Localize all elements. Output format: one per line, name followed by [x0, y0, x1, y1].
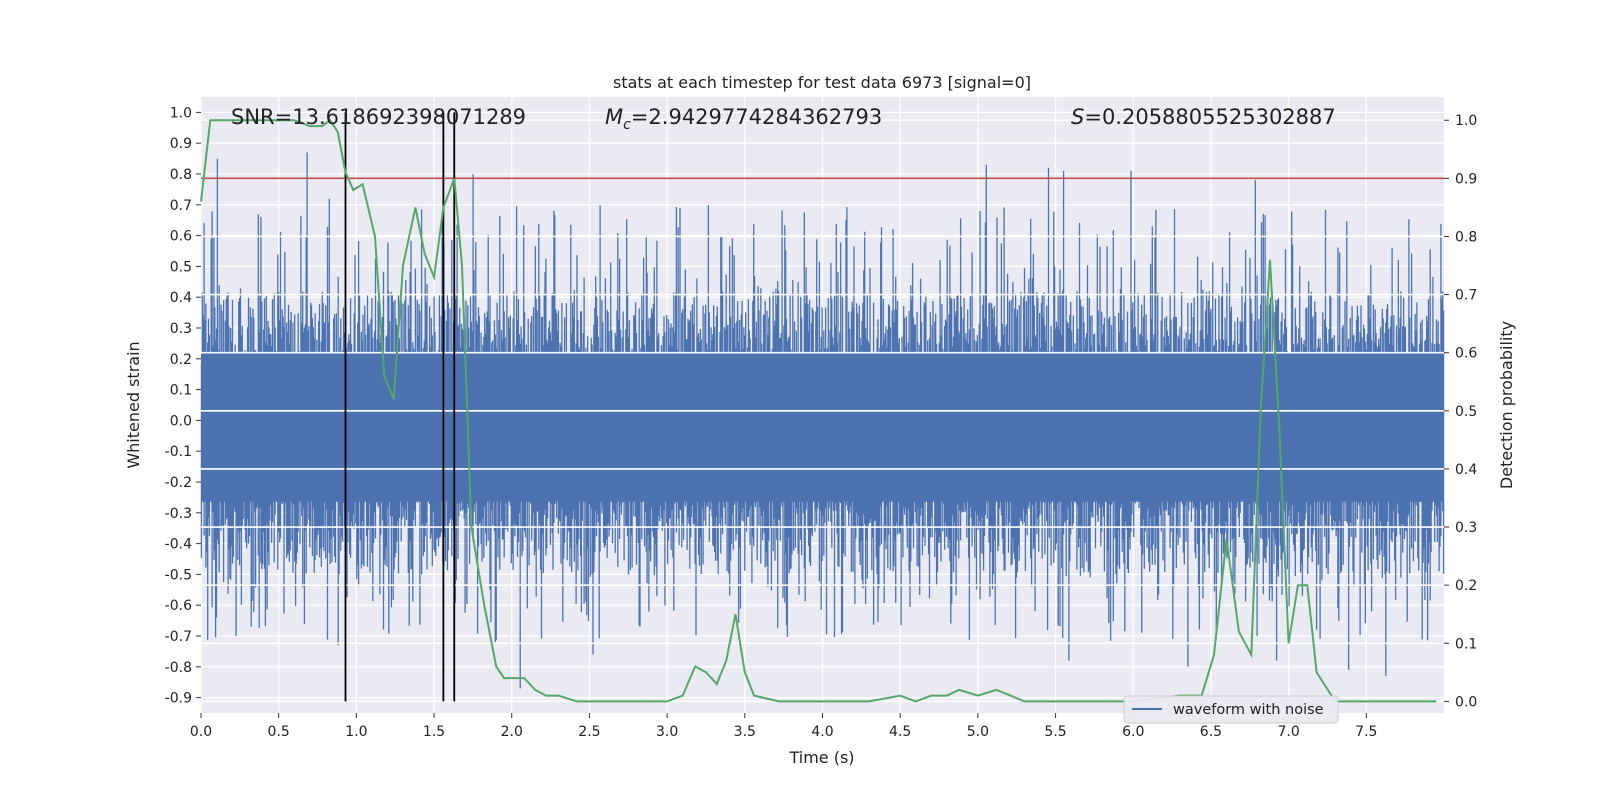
axis-ticks: 0.0 0.5 1.0 1.5 2.0 2.5 3.0 3.5 4.0 4.5 5.0 5.5 6.0 6…	[165, 105, 1478, 740]
x-tick-label: 7.5	[1355, 724, 1377, 740]
x-tick-label: 3.0	[656, 724, 678, 740]
y-left-tick-label: 0.1	[170, 383, 192, 399]
x-tick-label: 5.0	[967, 724, 989, 740]
x-tick-label: 1.5	[423, 724, 445, 740]
legend: waveform with noise	[1123, 695, 1339, 724]
y-left-tick-label: 0.0	[170, 413, 192, 429]
y-left-tick-label: 0.5	[170, 259, 192, 275]
s-value: =0.2058805525302887	[1084, 105, 1335, 129]
waveform-core	[201, 352, 1444, 502]
chirp-mass-symbol: M	[605, 105, 623, 129]
waveform-series	[200, 152, 1445, 689]
y-right-tick-label: 0.1	[1455, 636, 1477, 652]
s-symbol: S	[1071, 105, 1084, 129]
y-left-tick-label: 0.6	[170, 229, 192, 245]
y-right-tick-label: 0.3	[1455, 520, 1477, 536]
s-annotation: S=0.2058805525302887	[1071, 105, 1336, 129]
x-tick-label: 7.0	[1277, 724, 1299, 740]
x-tick-label: 5.5	[1044, 724, 1066, 740]
y-right-tick-label: 0.9	[1455, 171, 1477, 187]
snr-annotation: SNR=13.618692398071289	[231, 105, 526, 129]
y-left-tick-label: 0.3	[170, 321, 192, 337]
y-right-tick-label: 1.0	[1455, 113, 1477, 129]
x-tick-label: 2.0	[501, 724, 523, 740]
y-left-tick-label: -0.8	[165, 660, 192, 676]
x-tick-label: 6.5	[1200, 724, 1222, 740]
y-right-tick-label: 0.7	[1455, 288, 1477, 304]
y-axis-label-left: Whitened strain	[124, 341, 143, 468]
y-right-tick-label: 0.0	[1455, 694, 1477, 710]
y-left-tick-label: -0.3	[165, 506, 192, 522]
chirp-mass-annotation: Mc=2.9429774284362793	[605, 105, 882, 133]
y-right-tick-label: 0.5	[1455, 404, 1477, 420]
y-left-tick-label: 0.2	[170, 352, 192, 368]
x-tick-label: 4.5	[889, 724, 911, 740]
x-tick-label: 2.5	[578, 724, 600, 740]
x-tick-label: 6.0	[1122, 724, 1144, 740]
chirp-mass-subscript: c	[623, 117, 631, 133]
y-right-tick-label: 0.2	[1455, 578, 1477, 594]
y-left-tick-label: 0.4	[170, 290, 192, 306]
y-left-tick-label: 0.8	[170, 167, 192, 183]
y-left-tick-label: 0.9	[170, 136, 192, 152]
y-right-tick-label: 0.4	[1455, 462, 1477, 478]
y-right-tick-label: 0.8	[1455, 229, 1477, 245]
y-left-tick-label: -0.4	[165, 537, 192, 553]
y-left-tick-label: 0.7	[170, 198, 192, 214]
chart-title: stats at each timestep for test data 697…	[613, 73, 1031, 92]
y-left-tick-label: -0.7	[165, 629, 192, 645]
legend-box	[1123, 695, 1339, 724]
x-tick-label: 0.0	[190, 724, 212, 740]
x-tick-label: 0.5	[268, 724, 290, 740]
x-tick-label: 1.0	[345, 724, 367, 740]
x-axis-label: Time (s)	[788, 748, 854, 767]
y-right-tick-label: 0.6	[1455, 346, 1477, 362]
y-axis-label-right: Detection probability	[1497, 321, 1516, 489]
legend-label-waveform: waveform with noise	[1173, 702, 1324, 718]
y-left-tick-label: -0.6	[165, 598, 192, 614]
y-left-tick-label: -0.2	[165, 475, 192, 491]
y-left-tick-label: 1.0	[170, 105, 192, 121]
y-left-tick-label: -0.5	[165, 567, 192, 583]
y-left-tick-label: -0.1	[165, 444, 192, 460]
x-tick-label: 3.5	[734, 724, 756, 740]
probability-line	[200, 118, 1437, 703]
chirp-mass-value: =2.9429774284362793	[631, 105, 882, 129]
probability-series	[200, 118, 1437, 703]
x-tick-label: 4.0	[811, 724, 833, 740]
y-left-tick-label: -0.9	[165, 691, 192, 707]
